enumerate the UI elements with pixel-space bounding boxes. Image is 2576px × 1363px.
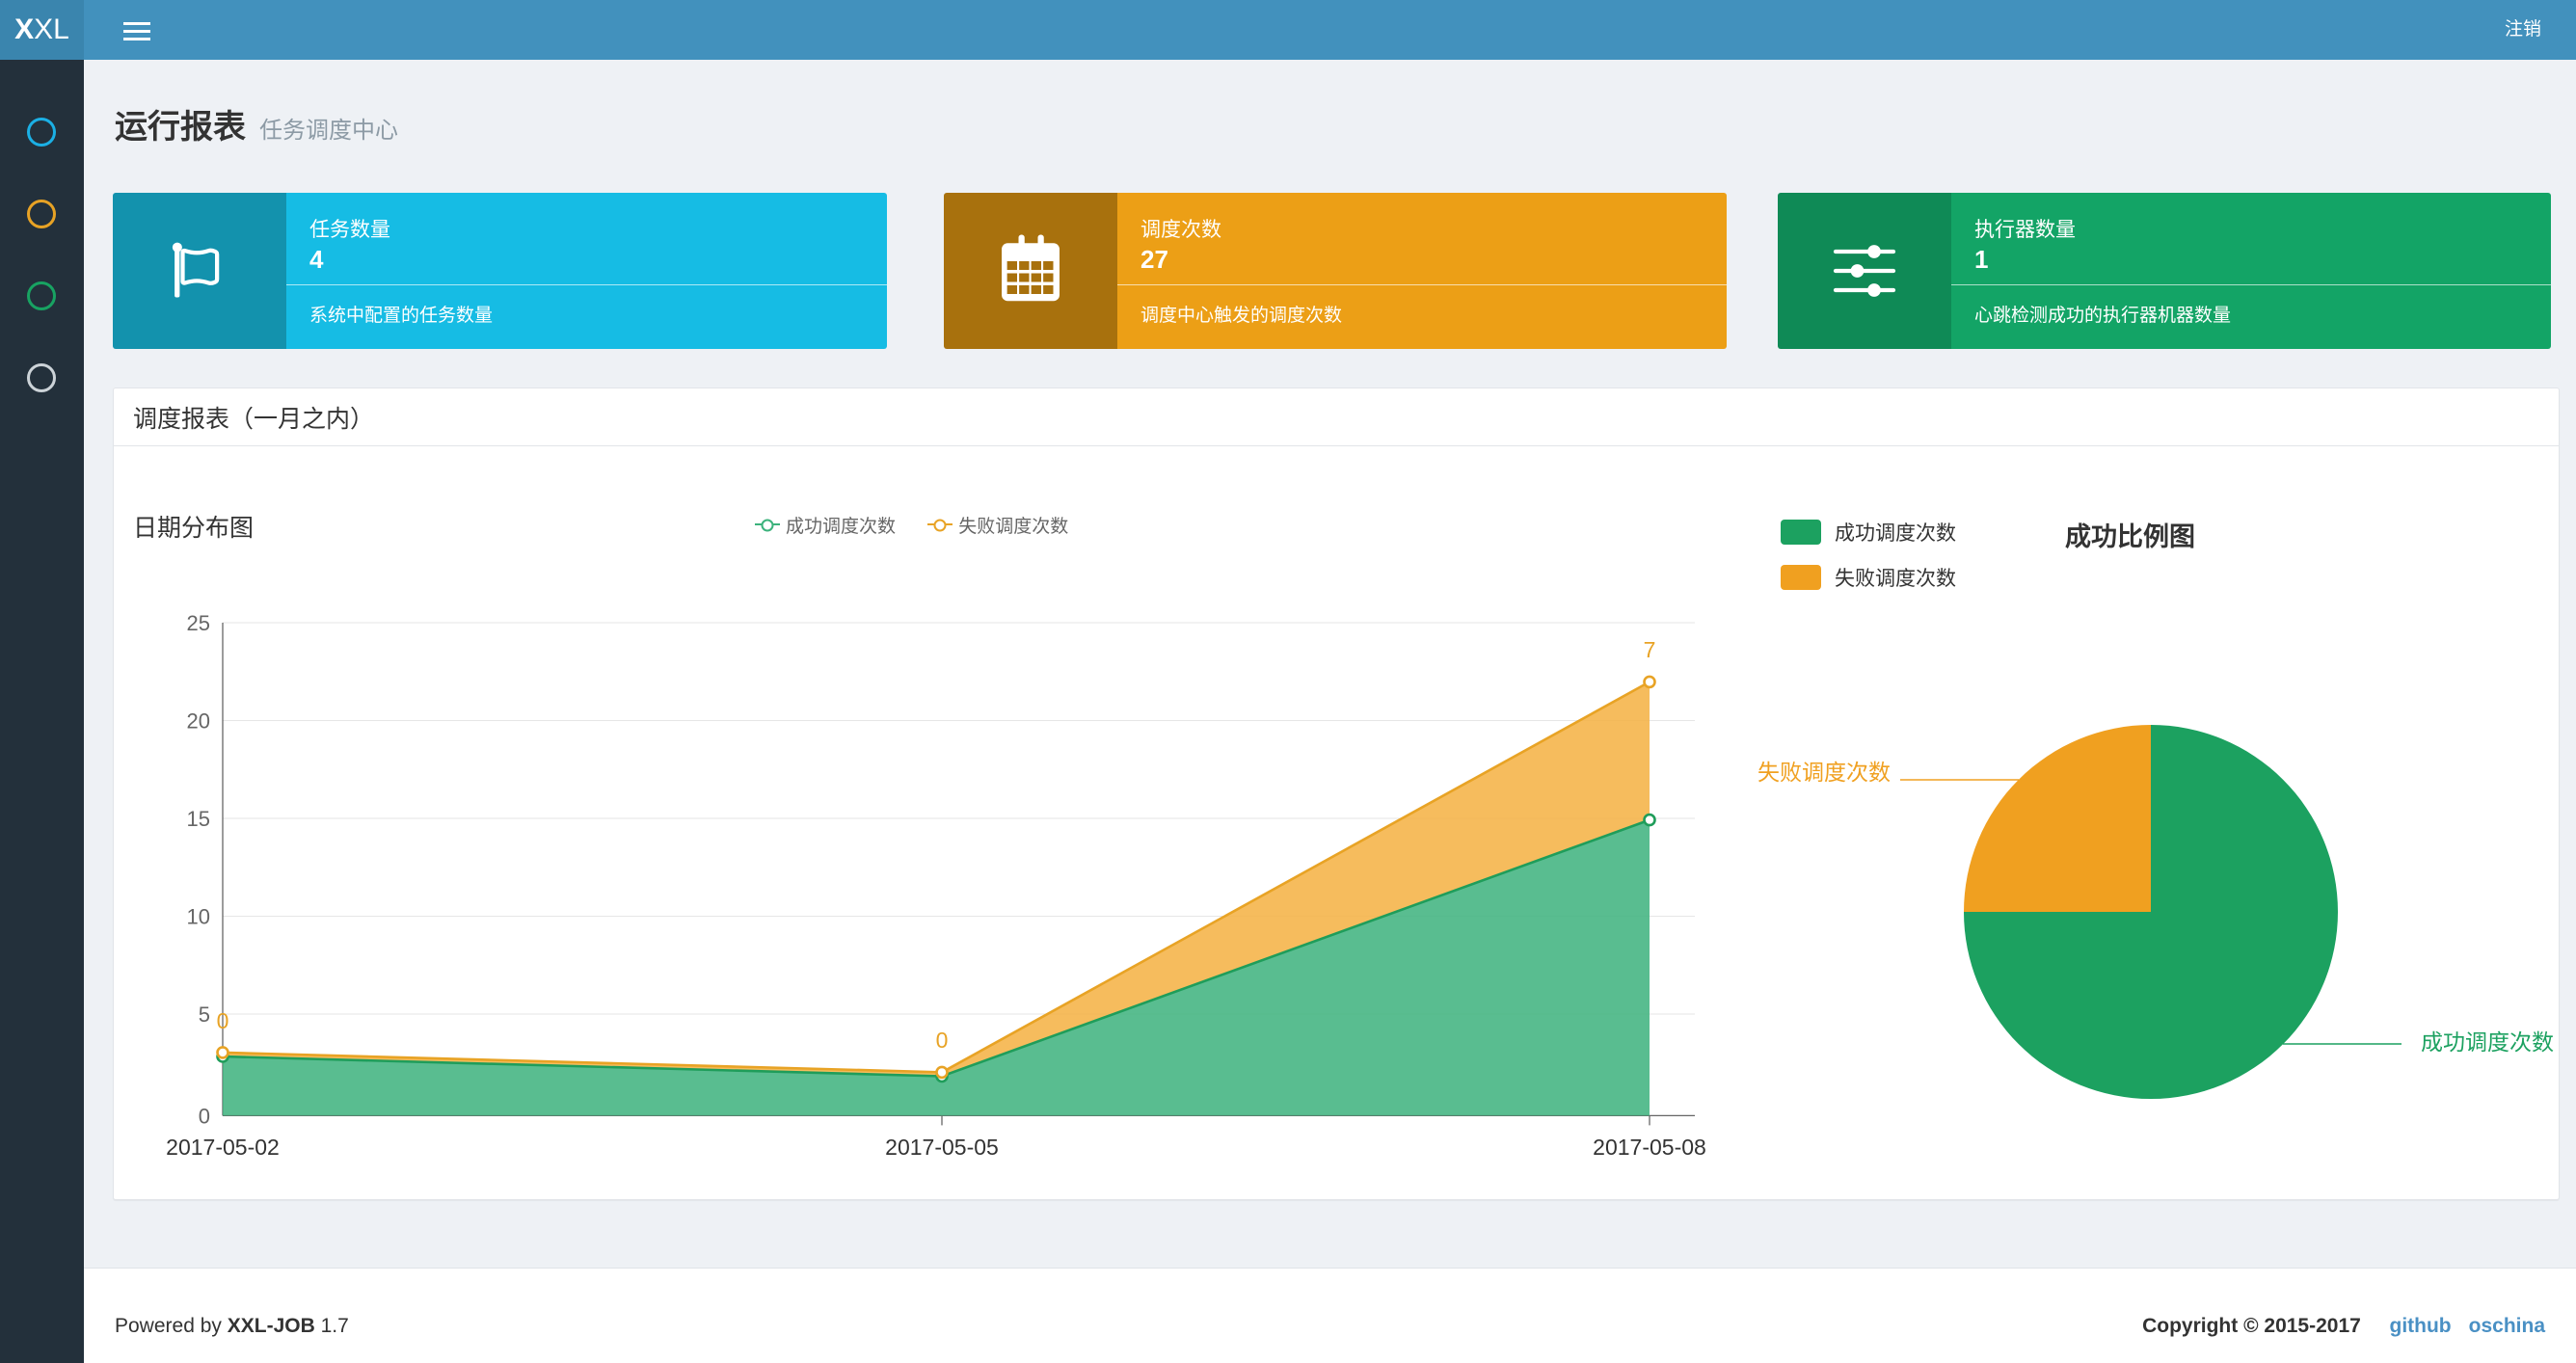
svg-text:15: 15 <box>187 807 210 831</box>
svg-text:成功调度次数: 成功调度次数 <box>2421 1029 2554 1055</box>
svg-text:失败调度次数: 失败调度次数 <box>1758 760 1891 785</box>
svg-text:2017-05-02: 2017-05-02 <box>166 1135 280 1160</box>
svg-text:2017-05-05: 2017-05-05 <box>885 1135 999 1160</box>
svg-text:0: 0 <box>199 1104 210 1128</box>
svg-text:7: 7 <box>1644 637 1656 662</box>
svg-text:0: 0 <box>936 1028 949 1053</box>
svg-text:0: 0 <box>217 1008 229 1033</box>
svg-text:2017-05-08: 2017-05-08 <box>1593 1135 1706 1160</box>
svg-text:10: 10 <box>187 905 210 929</box>
svg-text:5: 5 <box>199 1002 210 1027</box>
svg-text:20: 20 <box>187 709 210 734</box>
svg-text:25: 25 <box>187 611 210 635</box>
